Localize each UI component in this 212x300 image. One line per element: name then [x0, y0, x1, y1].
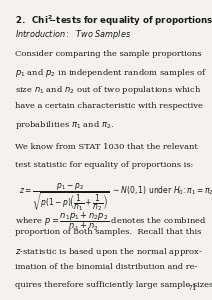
Text: probabilities $\pi_1$ and $\pi_2$.: probabilities $\pi_1$ and $\pi_2$.	[15, 119, 114, 131]
Text: $\it{Introduction{:}\ \ Two\ Samples}$: $\it{Introduction{:}\ \ Two\ Samples}$	[15, 28, 131, 41]
Text: $z$-statistic is based upon the normal approx-: $z$-statistic is based upon the normal a…	[15, 246, 203, 258]
Text: have a certain characteristic with respective: have a certain characteristic with respe…	[15, 102, 203, 110]
Text: quires therefore sufficiently large sample sizes: quires therefore sufficiently large samp…	[15, 280, 212, 289]
Text: $z = \dfrac{p_1 - p_2}{\sqrt{p(1-p)\!\left(\dfrac{1}{n_1} + \dfrac{1}{n_2}\right: $z = \dfrac{p_1 - p_2}{\sqrt{p(1-p)\!\le…	[19, 181, 212, 213]
Text: $p_1$ and $p_2$ in independent random samples of: $p_1$ and $p_2$ in independent random sa…	[15, 67, 207, 79]
Text: $(n \geq 30)$.: $(n \geq 30)$.	[15, 298, 52, 300]
Text: imation of the binomial distribution and re-: imation of the binomial distribution and…	[15, 263, 197, 271]
Text: where $p = \dfrac{n_1p_1 + n_2p_2}{n_1 + n_2}$ denotes the combined: where $p = \dfrac{n_1p_1 + n_2p_2}{n_1 +…	[15, 211, 206, 233]
Text: 71: 71	[187, 284, 197, 292]
Text: We know from STAT 1030 that the relevant: We know from STAT 1030 that the relevant	[15, 143, 198, 151]
Text: size $n_1$ and $n_2$ out of two populations which: size $n_1$ and $n_2$ out of two populati…	[15, 84, 201, 96]
Text: proportion of both samples.  Recall that this: proportion of both samples. Recall that …	[15, 228, 201, 236]
Text: $\mathbf{2.\ \ Chi^2\!\!}$$\mathbf{-tests\ for\ equality\ of\ proportions}$: $\mathbf{2.\ \ Chi^2\!\!}$$\mathbf{-test…	[15, 14, 212, 28]
Text: test statistic for equality of proportions is:: test statistic for equality of proportio…	[15, 160, 193, 169]
Text: Consider comparing the sample proportions: Consider comparing the sample proportion…	[15, 50, 201, 58]
